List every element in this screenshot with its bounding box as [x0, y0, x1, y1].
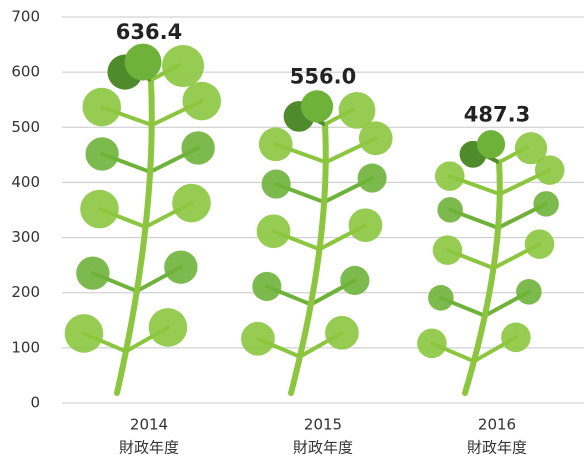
- leaf: [515, 132, 547, 164]
- y-tick-label: 500: [11, 118, 40, 136]
- x-tick-label: 2016: [478, 416, 516, 434]
- x-tick-sublabel: 財政年度: [467, 439, 527, 457]
- leaf: [339, 92, 376, 129]
- leaf: [358, 164, 387, 193]
- leaf: [181, 131, 214, 164]
- leaf: [257, 214, 291, 248]
- leaf: [428, 285, 454, 311]
- leaf: [525, 229, 555, 259]
- leaf: [252, 272, 281, 301]
- x-tick-sublabel: 財政年度: [293, 439, 353, 457]
- plant: [65, 44, 221, 403]
- leaf: [437, 197, 463, 223]
- leaf: [262, 170, 291, 199]
- y-tick-label: 100: [11, 338, 40, 356]
- value-label: 556.0: [290, 64, 356, 88]
- y-tick-label: 300: [11, 228, 40, 246]
- leaf: [65, 314, 104, 353]
- chart: 0 100 200 300 400 500 600 700 636.4 2014 財政年度 556.0…: [0, 0, 584, 460]
- leaf: [82, 88, 121, 127]
- x-tick-label: 2014: [130, 416, 168, 434]
- value-label: 487.3: [464, 102, 530, 126]
- plant: [417, 130, 564, 403]
- leaf: [80, 190, 119, 229]
- x-tick-label: 2015: [304, 416, 342, 434]
- leaf: [259, 127, 293, 161]
- x-tick-sublabel: 財政年度: [119, 439, 179, 457]
- leaf: [172, 184, 211, 223]
- leaf: [162, 45, 204, 87]
- leaf: [435, 161, 465, 191]
- value-label: 636.4: [116, 20, 182, 44]
- leaf: [76, 256, 109, 289]
- leaf: [533, 191, 559, 217]
- y-tick-label: 200: [11, 283, 40, 301]
- leaf: [349, 208, 383, 242]
- leaf: [164, 250, 197, 283]
- y-tick-label: 700: [11, 8, 40, 26]
- leaf: [516, 279, 542, 305]
- y-tick-label: 0: [30, 394, 40, 412]
- leaf: [241, 322, 275, 356]
- leaf: [433, 235, 463, 265]
- y-tick-label: 400: [11, 173, 40, 191]
- leaf: [182, 82, 221, 121]
- leaf: [501, 323, 531, 353]
- leaf: [417, 329, 447, 359]
- leaf: [85, 137, 118, 170]
- plant: [241, 90, 393, 403]
- leaf: [325, 316, 359, 350]
- leaf: [340, 266, 369, 295]
- y-tick-label: 600: [11, 63, 40, 81]
